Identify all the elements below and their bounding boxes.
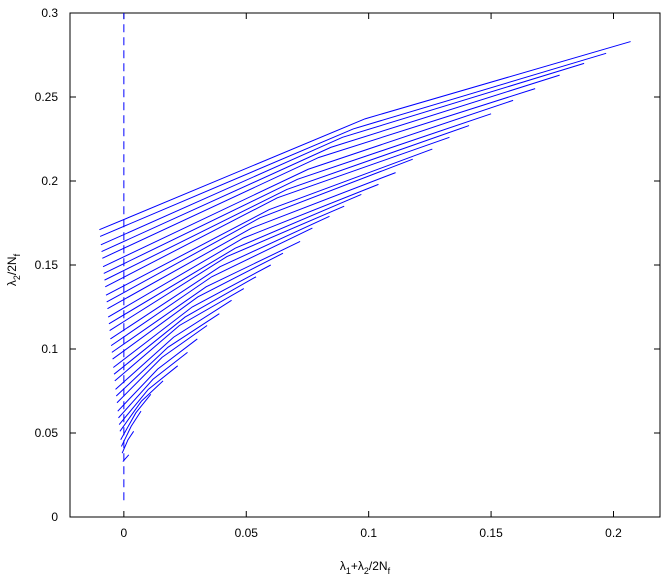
data-line [101, 74, 560, 253]
data-line [117, 338, 198, 412]
label-subscript: 1 [346, 566, 351, 576]
data-line [100, 62, 585, 246]
data-line [110, 215, 330, 340]
label-part: +λ [351, 559, 364, 573]
data-line [119, 380, 164, 432]
data-line [105, 136, 450, 288]
data-line [111, 241, 301, 353]
data-line [103, 113, 492, 274]
plot-frame [69, 12, 661, 518]
data-line [120, 394, 152, 440]
data-line [112, 252, 284, 360]
label-subscript: 2 [364, 566, 369, 576]
label-part: λ [340, 559, 346, 573]
data-line [115, 299, 232, 390]
data-line [121, 431, 135, 454]
data-line [109, 205, 345, 331]
data-line [114, 288, 245, 382]
y-tick-label: 0.05 [35, 426, 59, 440]
data-line [108, 193, 362, 325]
data-line [105, 148, 433, 296]
x-axis-label: λ1+λ2/2Nf [340, 559, 391, 576]
y-axis-label: λ2/2Nf [5, 253, 22, 286]
y-tick-label: 0.15 [35, 258, 59, 272]
data-line [102, 88, 536, 259]
data-line [104, 125, 470, 281]
data-line [118, 365, 179, 425]
y-tick-label: 0.2 [41, 174, 58, 188]
y-tick-label: 0.1 [41, 342, 58, 356]
x-tick-label: 0.1 [360, 526, 377, 540]
label-subscript: f [388, 566, 391, 576]
x-tick-label: 0.15 [479, 526, 503, 540]
label-part: /2N [369, 559, 388, 573]
label-subscript: f [12, 253, 22, 256]
data-line [113, 276, 257, 375]
data-line [116, 325, 208, 404]
label-part: λ [5, 280, 19, 286]
data-line [107, 172, 396, 310]
y-tick-label: 0.3 [41, 6, 58, 20]
data-line [107, 183, 379, 318]
data-line [122, 454, 130, 462]
label-part: /2N [5, 256, 19, 275]
x-tick-label: 0.05 [235, 526, 259, 540]
data-line [118, 351, 188, 419]
label-subscript: 2 [12, 275, 22, 280]
data-line [113, 264, 271, 368]
x-tick-label: 0 [121, 526, 128, 540]
data-line [99, 41, 631, 231]
x-tick-label: 0.2 [605, 526, 622, 540]
data-line [120, 410, 142, 447]
data-line [110, 227, 313, 347]
data-line [106, 158, 413, 303]
data-line [115, 313, 220, 397]
data-line [102, 99, 514, 268]
y-tick-label: 0.25 [35, 90, 59, 104]
y-tick-label: 0 [51, 510, 58, 524]
data-line [99, 52, 607, 237]
